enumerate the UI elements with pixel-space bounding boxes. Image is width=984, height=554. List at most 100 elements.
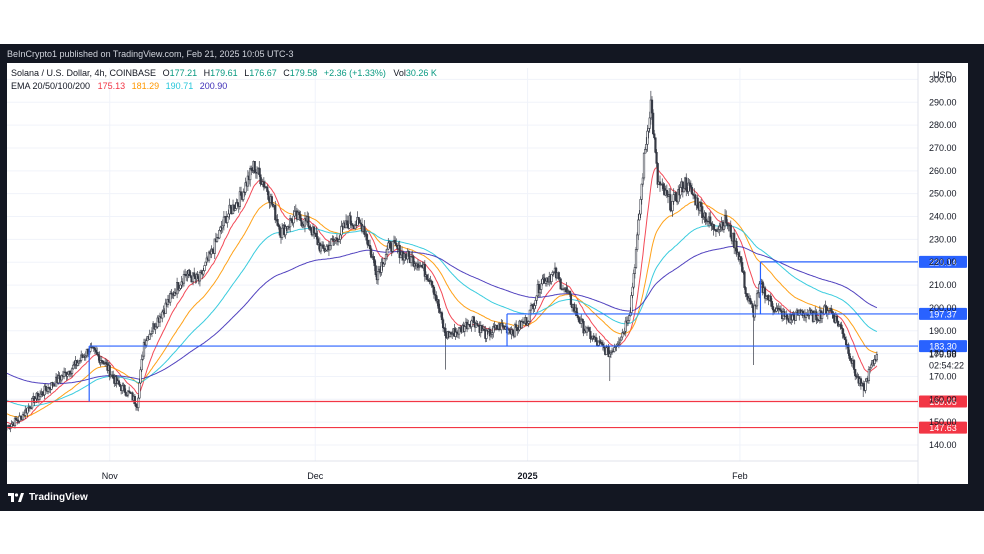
candle-body bbox=[722, 225, 726, 230]
candle-body bbox=[299, 214, 302, 221]
candle-body bbox=[26, 407, 29, 414]
candle-body bbox=[844, 339, 848, 346]
candle-body bbox=[118, 384, 122, 387]
candle-body bbox=[688, 182, 691, 186]
y-tick-label: 230.00 bbox=[929, 234, 957, 244]
footer-brand: TradingView bbox=[29, 492, 88, 503]
candle-body bbox=[751, 303, 754, 308]
chart-header: Solana / U.S. Dollar, 4h, COINBASE O177.… bbox=[11, 68, 437, 91]
ohlc-o-value: 177.21 bbox=[170, 68, 198, 78]
candle-body bbox=[384, 254, 388, 260]
candle-body bbox=[98, 355, 101, 363]
candle-body bbox=[222, 216, 226, 227]
candle-body bbox=[755, 293, 759, 307]
candle-body bbox=[557, 272, 560, 278]
symbol-title: Solana / U.S. Dollar, 4h, COINBASE bbox=[11, 68, 156, 78]
candle-body bbox=[696, 197, 699, 209]
candle-body bbox=[253, 161, 256, 174]
y-tick-label: 180.00 bbox=[929, 349, 957, 359]
candle-body bbox=[763, 287, 767, 299]
candle-body bbox=[634, 249, 638, 268]
candle-body bbox=[373, 259, 376, 267]
candle-body bbox=[44, 385, 47, 391]
candle-body bbox=[847, 344, 850, 354]
candle-body bbox=[62, 371, 66, 377]
candle-body bbox=[830, 308, 833, 312]
candle-body bbox=[188, 270, 191, 276]
candle-body bbox=[569, 294, 573, 305]
candle-body bbox=[743, 271, 746, 288]
candle-body bbox=[312, 226, 316, 234]
candle-body bbox=[674, 192, 678, 202]
candle-body bbox=[404, 253, 407, 258]
candle-body bbox=[322, 244, 325, 249]
candle-body bbox=[528, 309, 531, 322]
candle-body bbox=[682, 188, 686, 193]
candle-body bbox=[842, 333, 845, 338]
candle-body bbox=[169, 293, 172, 303]
ema200-value: 200.90 bbox=[200, 81, 228, 91]
candle-body bbox=[647, 127, 650, 132]
candle-body bbox=[94, 349, 98, 353]
ema50-value: 181.29 bbox=[132, 81, 160, 91]
currency-label: USD bbox=[933, 70, 953, 80]
support-label: 159.05 bbox=[929, 397, 957, 407]
candle-body bbox=[709, 216, 712, 224]
candle-body bbox=[534, 300, 537, 306]
resistance-label: 183.30 bbox=[929, 342, 957, 352]
candles bbox=[7, 90, 879, 433]
resistance-badge bbox=[919, 255, 967, 268]
candle-body bbox=[66, 374, 69, 377]
candle-body bbox=[386, 248, 389, 255]
x-tick-label: Dec bbox=[307, 471, 324, 481]
candle-body bbox=[655, 152, 658, 164]
candle-body bbox=[535, 295, 538, 301]
candle-body bbox=[594, 337, 598, 342]
candle-body bbox=[750, 301, 753, 305]
candle-body bbox=[618, 339, 622, 343]
candle-body bbox=[358, 219, 361, 224]
candle-body bbox=[13, 417, 17, 427]
candle-body bbox=[339, 234, 342, 240]
candle-body bbox=[539, 289, 542, 294]
candle-body bbox=[852, 360, 856, 370]
candle-body bbox=[652, 112, 655, 135]
candle-body bbox=[138, 382, 141, 399]
candle-body bbox=[815, 311, 818, 321]
candle-body bbox=[581, 318, 584, 322]
candle-body bbox=[58, 375, 61, 379]
candle-body bbox=[848, 353, 851, 359]
time-axis[interactable]: Nov Dec 2025 Feb bbox=[102, 471, 748, 481]
candle-body bbox=[529, 305, 533, 311]
candle-body bbox=[41, 391, 44, 395]
candle-body bbox=[389, 241, 392, 249]
candle-body bbox=[158, 316, 162, 323]
candle-body bbox=[395, 242, 398, 246]
ema100-value: 190.71 bbox=[166, 81, 194, 91]
candle-body bbox=[699, 202, 703, 207]
candle-body bbox=[588, 327, 591, 332]
candle-body bbox=[164, 302, 167, 314]
candle-body bbox=[289, 218, 292, 228]
candle-body bbox=[501, 323, 504, 327]
candle-body bbox=[123, 385, 126, 393]
tradingview-logo[interactable]: TradingView bbox=[8, 492, 88, 503]
candle-body bbox=[203, 265, 206, 271]
candle-body bbox=[511, 329, 514, 334]
candle-body bbox=[836, 321, 840, 327]
resistance-label: 197.37 bbox=[929, 309, 957, 319]
price-axis[interactable]: 300.00 290.00 280.00 270.00 260.00 250.00 240.… bbox=[929, 74, 957, 450]
candle-body bbox=[875, 354, 879, 361]
candle-body bbox=[701, 206, 704, 218]
candle-body bbox=[383, 258, 386, 265]
candle-body bbox=[864, 381, 867, 391]
candle-body bbox=[319, 245, 323, 252]
price-chart[interactable]: 220.14 197.37 183.30 159.05 147.63 Solana / … bbox=[7, 63, 968, 484]
candle-body bbox=[685, 177, 688, 190]
candle-body bbox=[753, 304, 756, 318]
candle-body bbox=[196, 274, 199, 279]
candle-body bbox=[387, 242, 390, 250]
candle-body bbox=[646, 130, 649, 145]
candle-body bbox=[117, 380, 120, 385]
candle-body bbox=[189, 275, 192, 278]
